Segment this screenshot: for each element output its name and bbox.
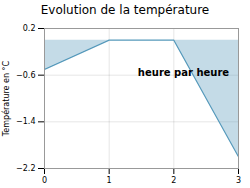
html-text:Evolution de la température: Evolution de la température — [40, 3, 210, 17]
svg-text:−1.4: −1.4 — [16, 117, 35, 126]
svg-text:−2.2: −2.2 — [16, 164, 35, 173]
svg-text:1: 1 — [107, 176, 112, 185]
svg-text:0.2: 0.2 — [23, 24, 36, 33]
svg-text:0: 0 — [42, 176, 47, 185]
svg-text:Température en °C: Température en °C — [1, 60, 11, 137]
svg-text:heure par heure: heure par heure — [138, 67, 229, 78]
svg-text:2: 2 — [171, 176, 176, 185]
svg-text:−0.6: −0.6 — [16, 71, 35, 80]
svg-text:3: 3 — [236, 176, 241, 185]
